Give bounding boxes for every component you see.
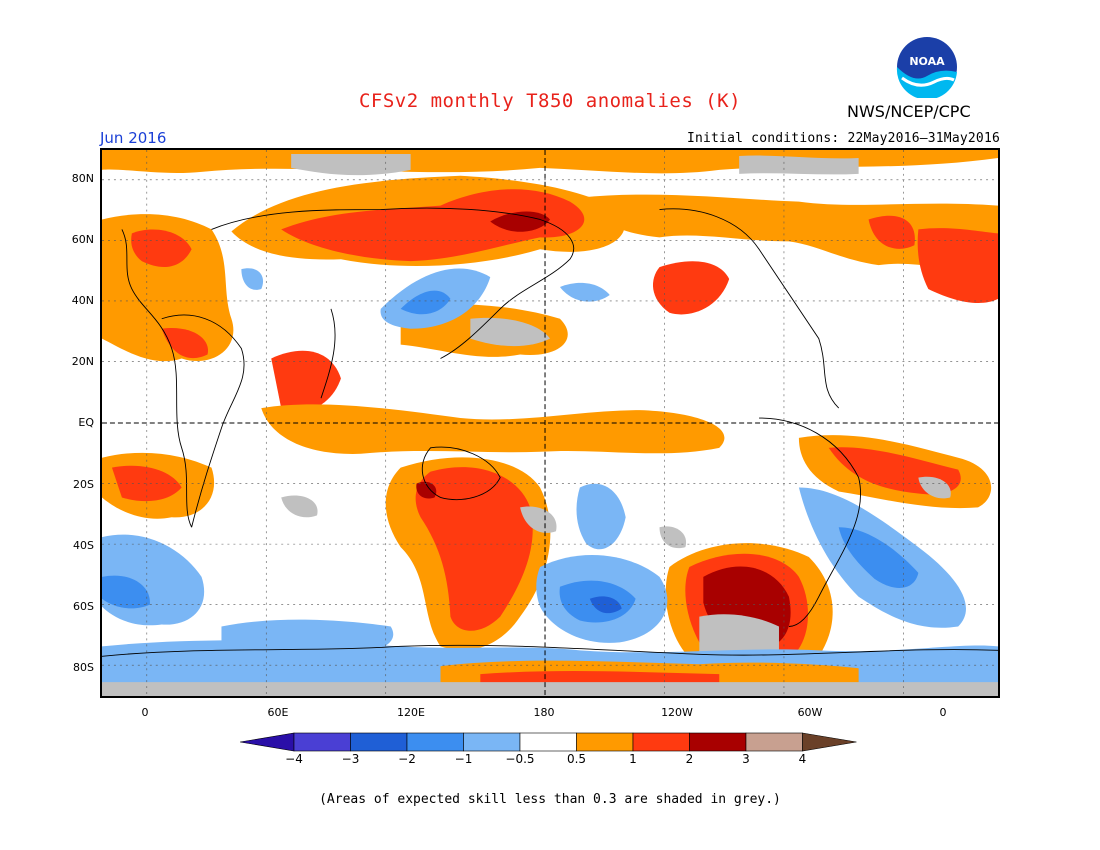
noaa-logo: NOAA xyxy=(896,36,958,100)
colorbar-cell xyxy=(632,732,690,752)
anomaly-region xyxy=(111,465,182,502)
anomaly-region xyxy=(470,317,550,347)
colorbar xyxy=(239,732,862,756)
agency-label: NWS/NCEP/CPC xyxy=(847,102,971,121)
skill-footnote: (Areas of expected skill less than 0.3 a… xyxy=(319,792,781,807)
lat-label: 60S xyxy=(73,600,94,613)
colorbar-cell xyxy=(519,732,577,752)
colorbar-label: −1 xyxy=(454,752,473,766)
colorbar-cell xyxy=(802,732,857,752)
colorbar-cell xyxy=(293,732,351,752)
anomaly-region xyxy=(102,150,998,174)
anomaly-region xyxy=(659,526,687,549)
colorbar-cell xyxy=(239,732,295,752)
page-title: CFSv2 monthly T850 anomalies (K) xyxy=(358,90,742,112)
anomaly-region xyxy=(490,211,550,232)
lat-label: 40N xyxy=(71,294,94,307)
anomaly-map xyxy=(100,148,1000,698)
colorbar-label: −0.5 xyxy=(505,752,535,766)
colorbar-label: 1 xyxy=(629,752,637,766)
lat-label: 60N xyxy=(71,233,94,246)
colorbar-cell xyxy=(350,732,408,752)
initial-conditions: Initial conditions: 22May2016–31May2016 xyxy=(686,131,1000,146)
anomaly-region xyxy=(102,682,998,696)
colorbar-label: −4 xyxy=(285,752,303,766)
lat-label: 40S xyxy=(73,539,94,552)
anomaly-region xyxy=(415,467,533,631)
colorbar-cell xyxy=(406,732,464,752)
anomaly-region xyxy=(838,527,919,588)
anomaly-region xyxy=(416,481,437,499)
colorbar-cell xyxy=(576,732,634,752)
anomaly-region xyxy=(291,153,411,176)
colorbar-cell xyxy=(689,732,747,752)
lon-label: 180 xyxy=(533,706,555,719)
lon-label: 60W xyxy=(797,706,823,719)
anomaly-region xyxy=(917,228,998,304)
lon-label: 120E xyxy=(397,706,425,719)
lat-label: 20N xyxy=(71,355,94,368)
anomaly-region xyxy=(102,575,150,609)
colorbar-label: −2 xyxy=(398,752,416,766)
anomaly-region xyxy=(241,268,264,290)
colorbar-label: 4 xyxy=(798,752,807,766)
logo-text: NOAA xyxy=(909,55,945,68)
anomaly-region xyxy=(589,596,622,614)
lat-label: 80S xyxy=(73,661,94,674)
colorbar-label: 2 xyxy=(685,752,694,766)
colorbar-label: 0.5 xyxy=(566,752,587,766)
anomaly-region xyxy=(281,189,585,262)
lon-label: 0 xyxy=(141,706,149,719)
lon-label: 60E xyxy=(267,706,289,719)
lat-label: EQ xyxy=(78,416,94,429)
anomaly-region xyxy=(520,506,557,533)
anomaly-region xyxy=(400,290,451,315)
colorbar-cell xyxy=(745,732,803,752)
anomaly-region xyxy=(739,155,859,175)
forecast-month: Jun 2016 xyxy=(100,129,167,147)
anomaly-region xyxy=(652,261,730,315)
colorbar-label: −3 xyxy=(341,752,360,766)
colorbar-label: 3 xyxy=(742,752,750,766)
anomaly-region xyxy=(579,194,998,271)
anomaly-region xyxy=(576,483,626,550)
anomaly-region xyxy=(559,282,610,302)
anomaly-region xyxy=(261,404,725,454)
coastlines xyxy=(102,207,998,657)
gridlines xyxy=(102,150,998,696)
anomaly-region xyxy=(918,476,951,499)
lat-label: 20S xyxy=(73,478,94,491)
colorbar-cell xyxy=(463,732,521,752)
lon-label: 120W xyxy=(661,706,693,719)
anomaly-region xyxy=(131,229,192,268)
reference-lines xyxy=(102,150,998,696)
anomaly-region xyxy=(281,495,318,518)
lon-label: 0 xyxy=(939,706,947,719)
lat-label: 80N xyxy=(71,172,94,185)
anomaly-region xyxy=(161,328,209,359)
anomaly-region xyxy=(271,350,341,412)
